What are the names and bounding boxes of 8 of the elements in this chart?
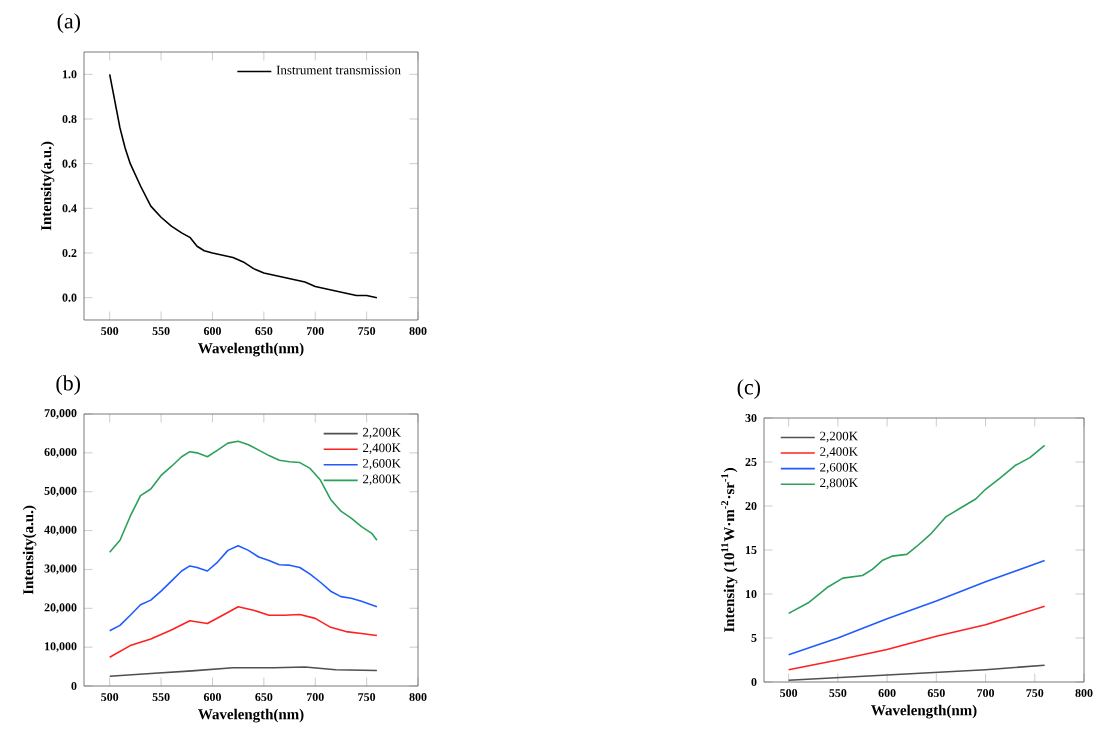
chart-title: (c): [737, 379, 761, 399]
line-series: [108, 544, 378, 632]
line-series: [108, 605, 378, 659]
chart-title: (b): [56, 375, 81, 395]
line-series: [787, 444, 1046, 615]
line-series: [787, 559, 1046, 656]
chart-title: (a): [57, 13, 81, 33]
line-series: [787, 605, 1046, 671]
